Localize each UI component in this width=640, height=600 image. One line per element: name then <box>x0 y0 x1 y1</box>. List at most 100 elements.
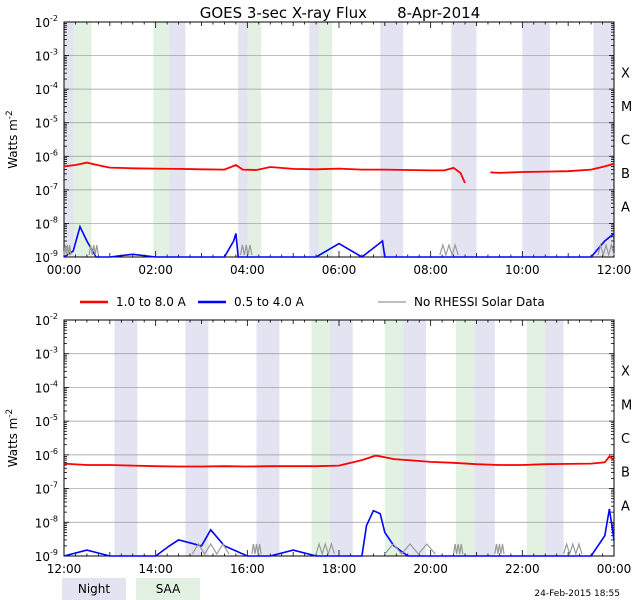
y-tick-label: 10 <box>35 83 50 97</box>
night-band <box>380 22 404 257</box>
footer-timestamp: 24-Feb-2015 18:55 <box>534 589 620 599</box>
y-tick-exponent: -7 <box>50 182 58 191</box>
lower-panel-12-24: 10-910-810-710-610-510-410-310 -212:00 14:… <box>5 312 632 576</box>
y-tick-exponent: -3 <box>50 48 58 57</box>
no-rhessi-trace <box>597 242 615 258</box>
saa-band <box>384 320 404 556</box>
chart-date: 8-Apr-2014 <box>397 4 480 22</box>
y-axis-label: Watts m-2 <box>5 110 20 169</box>
no-rhessi-trace <box>88 244 99 256</box>
legend-label-short: 0.5 to 4.0 A <box>234 295 305 309</box>
y-tick-exponent: -9 <box>50 249 58 258</box>
flare-class-label: M <box>621 398 632 413</box>
saa-band <box>153 22 170 257</box>
no-rhessi-trace <box>563 541 583 557</box>
x-tick-label: 00:00 <box>597 562 632 576</box>
y-tick-label: 10 <box>35 16 50 30</box>
y-tick-exponent: -9 <box>50 548 58 557</box>
y-tick-label: 10 <box>35 217 50 231</box>
y-tick-exponent: -8 <box>50 514 58 523</box>
flare-class-label: X <box>621 365 630 380</box>
y-tick-label: 10 <box>35 150 50 164</box>
series-long-line <box>63 161 615 184</box>
y-tick-label: 10 <box>35 314 50 328</box>
y-tick-exponent: -2 <box>50 14 58 23</box>
night-band <box>329 320 353 556</box>
flare-class-label: C <box>621 432 630 447</box>
night-band <box>522 22 550 257</box>
x-tick-label: 10:00 <box>505 263 540 277</box>
saa-band <box>247 22 262 257</box>
no-rhessi-trace <box>439 242 459 258</box>
x-tick-label: 02:00 <box>138 263 173 277</box>
night-band <box>185 320 209 556</box>
no-rhessi-trace <box>453 543 464 555</box>
y-tick-label: 10 <box>35 381 50 395</box>
flare-class-label: A <box>621 201 630 216</box>
upper-panel-00-12: 10-910-810-710-610-510-410-310 -200:00 02:… <box>5 14 632 277</box>
legend-label-long: 1.0 to 8.0 A <box>116 295 187 309</box>
x-tick-label: 00:00 <box>47 263 82 277</box>
y-tick-label: 10 <box>35 251 50 265</box>
saa-band <box>73 22 92 257</box>
y-tick-exponent: -4 <box>50 81 58 90</box>
night-band <box>474 320 495 556</box>
no-rhessi-trace <box>63 244 72 256</box>
night-band <box>593 22 614 257</box>
y-tick-exponent: -5 <box>50 413 58 422</box>
y-tick-exponent: -6 <box>50 148 58 157</box>
y-tick-label: 10 <box>35 516 50 530</box>
x-tick-label: 08:00 <box>413 263 448 277</box>
x-tick-label: 20:00 <box>413 562 448 576</box>
series-long-line <box>63 454 615 468</box>
y-tick-label: 10 <box>35 449 50 463</box>
series-legend: 1.0 to 8.0 A 0.5 to 4.0 A No RHESSI Sola… <box>80 295 545 309</box>
y-tick-exponent: -4 <box>50 379 58 388</box>
night-band <box>451 22 477 257</box>
y-tick-label: 10 <box>35 550 50 564</box>
x-tick-label: 12:00 <box>597 263 632 277</box>
night-band <box>169 22 186 257</box>
x-tick-label: 14:00 <box>138 562 173 576</box>
y-tick-exponent: -6 <box>50 447 58 456</box>
saa-key <box>136 578 200 600</box>
y-tick-label: 10 <box>35 348 50 362</box>
shading-legend: Night SAA <box>62 578 200 600</box>
saa-band <box>526 320 546 556</box>
y-tick-label: 10 <box>35 50 50 64</box>
flare-class-label: X <box>621 66 630 81</box>
y-tick-label: 10 <box>35 117 50 131</box>
y-tick-exponent: -8 <box>50 215 58 224</box>
no-rhessi-trace <box>239 244 253 256</box>
flare-class-label: B <box>621 167 630 182</box>
no-rhessi-trace <box>191 542 230 556</box>
no-rhessi-trace <box>251 543 262 555</box>
no-rhessi-trace <box>315 541 335 557</box>
chart-title: GOES 3-sec X-ray Flux 8-Apr-2014 <box>200 4 481 22</box>
night-band <box>545 320 564 556</box>
y-tick-label: 10 <box>35 184 50 198</box>
y-tick-label: 10 <box>35 415 50 429</box>
flare-class-label: M <box>621 100 632 115</box>
y-axis-label: Watts m-2 <box>5 409 20 468</box>
y-tick-exponent: -3 <box>50 346 58 355</box>
x-tick-label: 22:00 <box>505 562 540 576</box>
y-tick-exponent: -2 <box>50 312 58 321</box>
no-rhessi-trace <box>494 543 505 555</box>
flare-class-label: B <box>621 466 630 481</box>
y-tick-exponent: -5 <box>50 115 58 124</box>
night-key-label: Night <box>78 582 111 596</box>
x-tick-label: 04:00 <box>230 263 265 277</box>
saa-band <box>318 22 333 257</box>
night-key <box>62 578 126 600</box>
x-tick-label: 12:00 <box>47 562 82 576</box>
x-tick-label: 06:00 <box>322 263 357 277</box>
x-tick-label: 18:00 <box>322 562 357 576</box>
no-rhessi-trace <box>384 543 436 555</box>
y-tick-exponent: -7 <box>50 481 58 490</box>
saa-band <box>455 320 475 556</box>
flare-class-label: A <box>621 499 630 514</box>
legend-label-no-rhessi: No RHESSI Solar Data <box>414 295 545 309</box>
y-tick-label: 10 <box>35 483 50 497</box>
